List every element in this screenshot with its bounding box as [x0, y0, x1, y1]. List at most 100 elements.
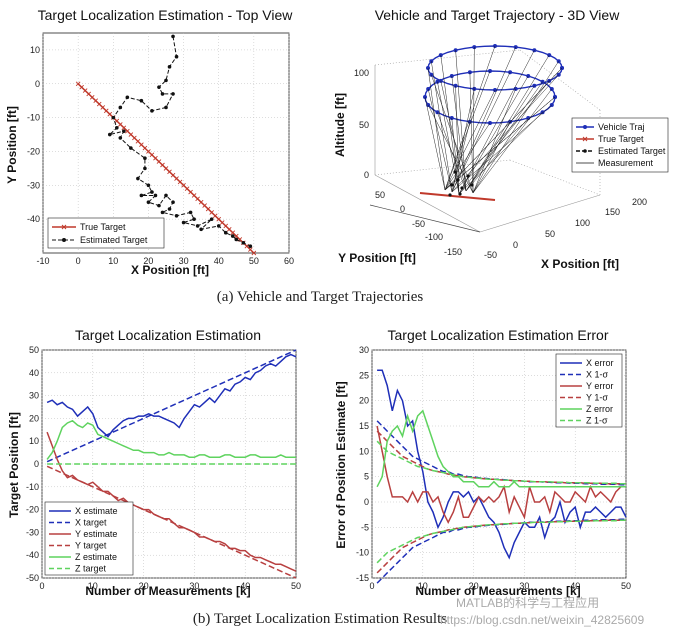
topview-ytick-label-2: -20	[27, 146, 40, 156]
view3d-ytick-label-0: -150	[444, 247, 462, 257]
view3d-xtick-label-3: 100	[575, 218, 590, 228]
estimated-target-point-17	[129, 146, 133, 150]
true-target-marker-38	[209, 210, 215, 215]
est-legend-label-0: X estimate	[75, 506, 118, 516]
watermark-url: https://blog.csdn.net/weixin_42825609	[440, 613, 644, 627]
est-series-0	[46, 353, 297, 438]
topview-legend-true-marker	[61, 224, 67, 230]
measurement-line-1-34	[458, 75, 529, 195]
view3d-title: Vehicle and Target Trajectory - 3D View	[375, 7, 621, 23]
view3d-xtick-label-4: 150	[605, 207, 620, 217]
view3d-ytick-label-1: -100	[425, 232, 443, 242]
measurement-line-1-36	[465, 81, 543, 192]
measurement-line-0-40	[444, 67, 563, 191]
true-target-marker-15	[128, 132, 134, 137]
estimated-target-point-13	[115, 125, 119, 130]
estimated-target-point-1	[174, 54, 179, 59]
err-xtick-label-0: 0	[369, 581, 374, 591]
est-legend-box	[44, 501, 134, 576]
estimated-target-point-34	[181, 220, 186, 225]
topview-title: Target Localization Estimation - Top Vie…	[38, 7, 294, 23]
estimated-target-line	[108, 36, 251, 247]
estimated-target-point-30	[160, 210, 165, 215]
estimated-target-point-22	[150, 190, 154, 194]
err-xtick-label-3: 30	[519, 581, 529, 591]
err-ytick-label-7: 20	[359, 396, 369, 406]
view3d-true-target-line	[419, 192, 496, 201]
est-ytick-label-0: -50	[26, 573, 39, 583]
est-ytick-label-3: -20	[26, 505, 39, 515]
est-ytick-label-4: -10	[26, 482, 39, 492]
view3d-box-edge-3	[374, 49, 521, 66]
est-series-3	[46, 465, 297, 579]
est-ytick-label-6: 10	[29, 436, 39, 446]
estimated-target-point-39	[223, 230, 228, 235]
view3d-box-edge-2	[479, 194, 601, 233]
topview-xtick-label-1: 0	[76, 256, 81, 266]
est-ylabel: Target Position [ft]	[7, 412, 21, 518]
estimated-target-point-27	[164, 193, 168, 198]
est-legend-label-4: Z estimate	[75, 552, 117, 562]
watermark-title: MATLAB的科学与工程应用	[456, 595, 599, 610]
measurement-line-1-28	[469, 72, 474, 194]
true-target-marker-28	[174, 176, 179, 181]
estimated-target-point-9	[139, 98, 144, 103]
measurement-line-0-18	[431, 74, 474, 194]
view3d-estimated-point-1	[456, 178, 460, 182]
view3d-ytick-label-2: -50	[412, 219, 425, 229]
topview-ytick-label-1: -30	[27, 180, 40, 190]
view3d-box-edge-7	[509, 159, 601, 196]
topview-xtick-label-5: 40	[214, 256, 224, 266]
view3d-legend-label-0: Vehicle Traj	[598, 122, 645, 132]
estimated-target-point-6	[171, 92, 175, 96]
estimated-target-point-32	[188, 210, 193, 215]
measurement-line-0-8	[472, 88, 516, 194]
est-series-1	[46, 349, 297, 463]
true-target-marker-4	[89, 94, 95, 100]
estimated-target-point-38	[216, 224, 221, 228]
err-legend-label-5: Z 1-σ	[586, 416, 608, 426]
view3d-zlabel: Altitude [ft]	[333, 93, 347, 157]
measurement-line-1-12	[451, 121, 471, 193]
est-ytick-label-9: 40	[29, 368, 39, 378]
topview-ytick-label-4: 0	[35, 79, 40, 89]
err-legend-label-1: X 1-σ	[586, 370, 609, 380]
measurement-line-0-28	[472, 47, 475, 194]
true-target-marker-17	[135, 138, 141, 144]
measurement-line-0-32	[451, 46, 516, 193]
measurement-line-0-38	[472, 61, 559, 194]
true-target-marker-1	[79, 84, 84, 90]
err-series-5-neg	[376, 519, 626, 564]
estimated-target-point-33	[192, 217, 196, 221]
true-target-marker-21	[149, 152, 155, 158]
true-target-marker-11	[114, 118, 120, 124]
err-ylabel: Error of Position Estimate [ft]	[334, 381, 348, 548]
topview-xlabel: X Position [ft]	[131, 263, 209, 277]
est-title: Target Localization Estimation	[75, 327, 261, 343]
view3d-estimated-point-3	[466, 174, 470, 178]
estimated-target-point-19	[143, 166, 147, 171]
true-target-marker-8	[103, 108, 109, 114]
measurement-line-0-30	[444, 45, 496, 191]
view3d-box-edge-1	[374, 174, 481, 233]
view3d-xtick-label-0: -50	[484, 250, 497, 260]
estimated-target-point-26	[157, 203, 161, 208]
true-target-marker-27	[170, 172, 176, 178]
topview-legend-true-label: True Target	[80, 222, 126, 232]
err-series-0	[377, 369, 627, 560]
view3d-estimated-point-2	[460, 186, 464, 190]
estimated-target-point-7	[164, 105, 168, 110]
est-legend-label-2: Y estimate	[75, 529, 117, 539]
estimated-target-point-42	[241, 241, 246, 245]
view3d-ztick-label-2: 100	[354, 68, 369, 78]
true-target-marker-2	[82, 88, 88, 93]
true-target-marker-42	[223, 223, 229, 229]
true-target-marker-14	[125, 128, 130, 134]
view3d-box-edge-4	[519, 49, 601, 111]
estimated-target-point-18	[143, 156, 147, 161]
est-series-4	[46, 419, 296, 460]
err-series-3	[376, 430, 626, 485]
view3d-ztick-label-1: 50	[359, 120, 369, 130]
topview-xtick-label-6: 50	[249, 256, 259, 266]
